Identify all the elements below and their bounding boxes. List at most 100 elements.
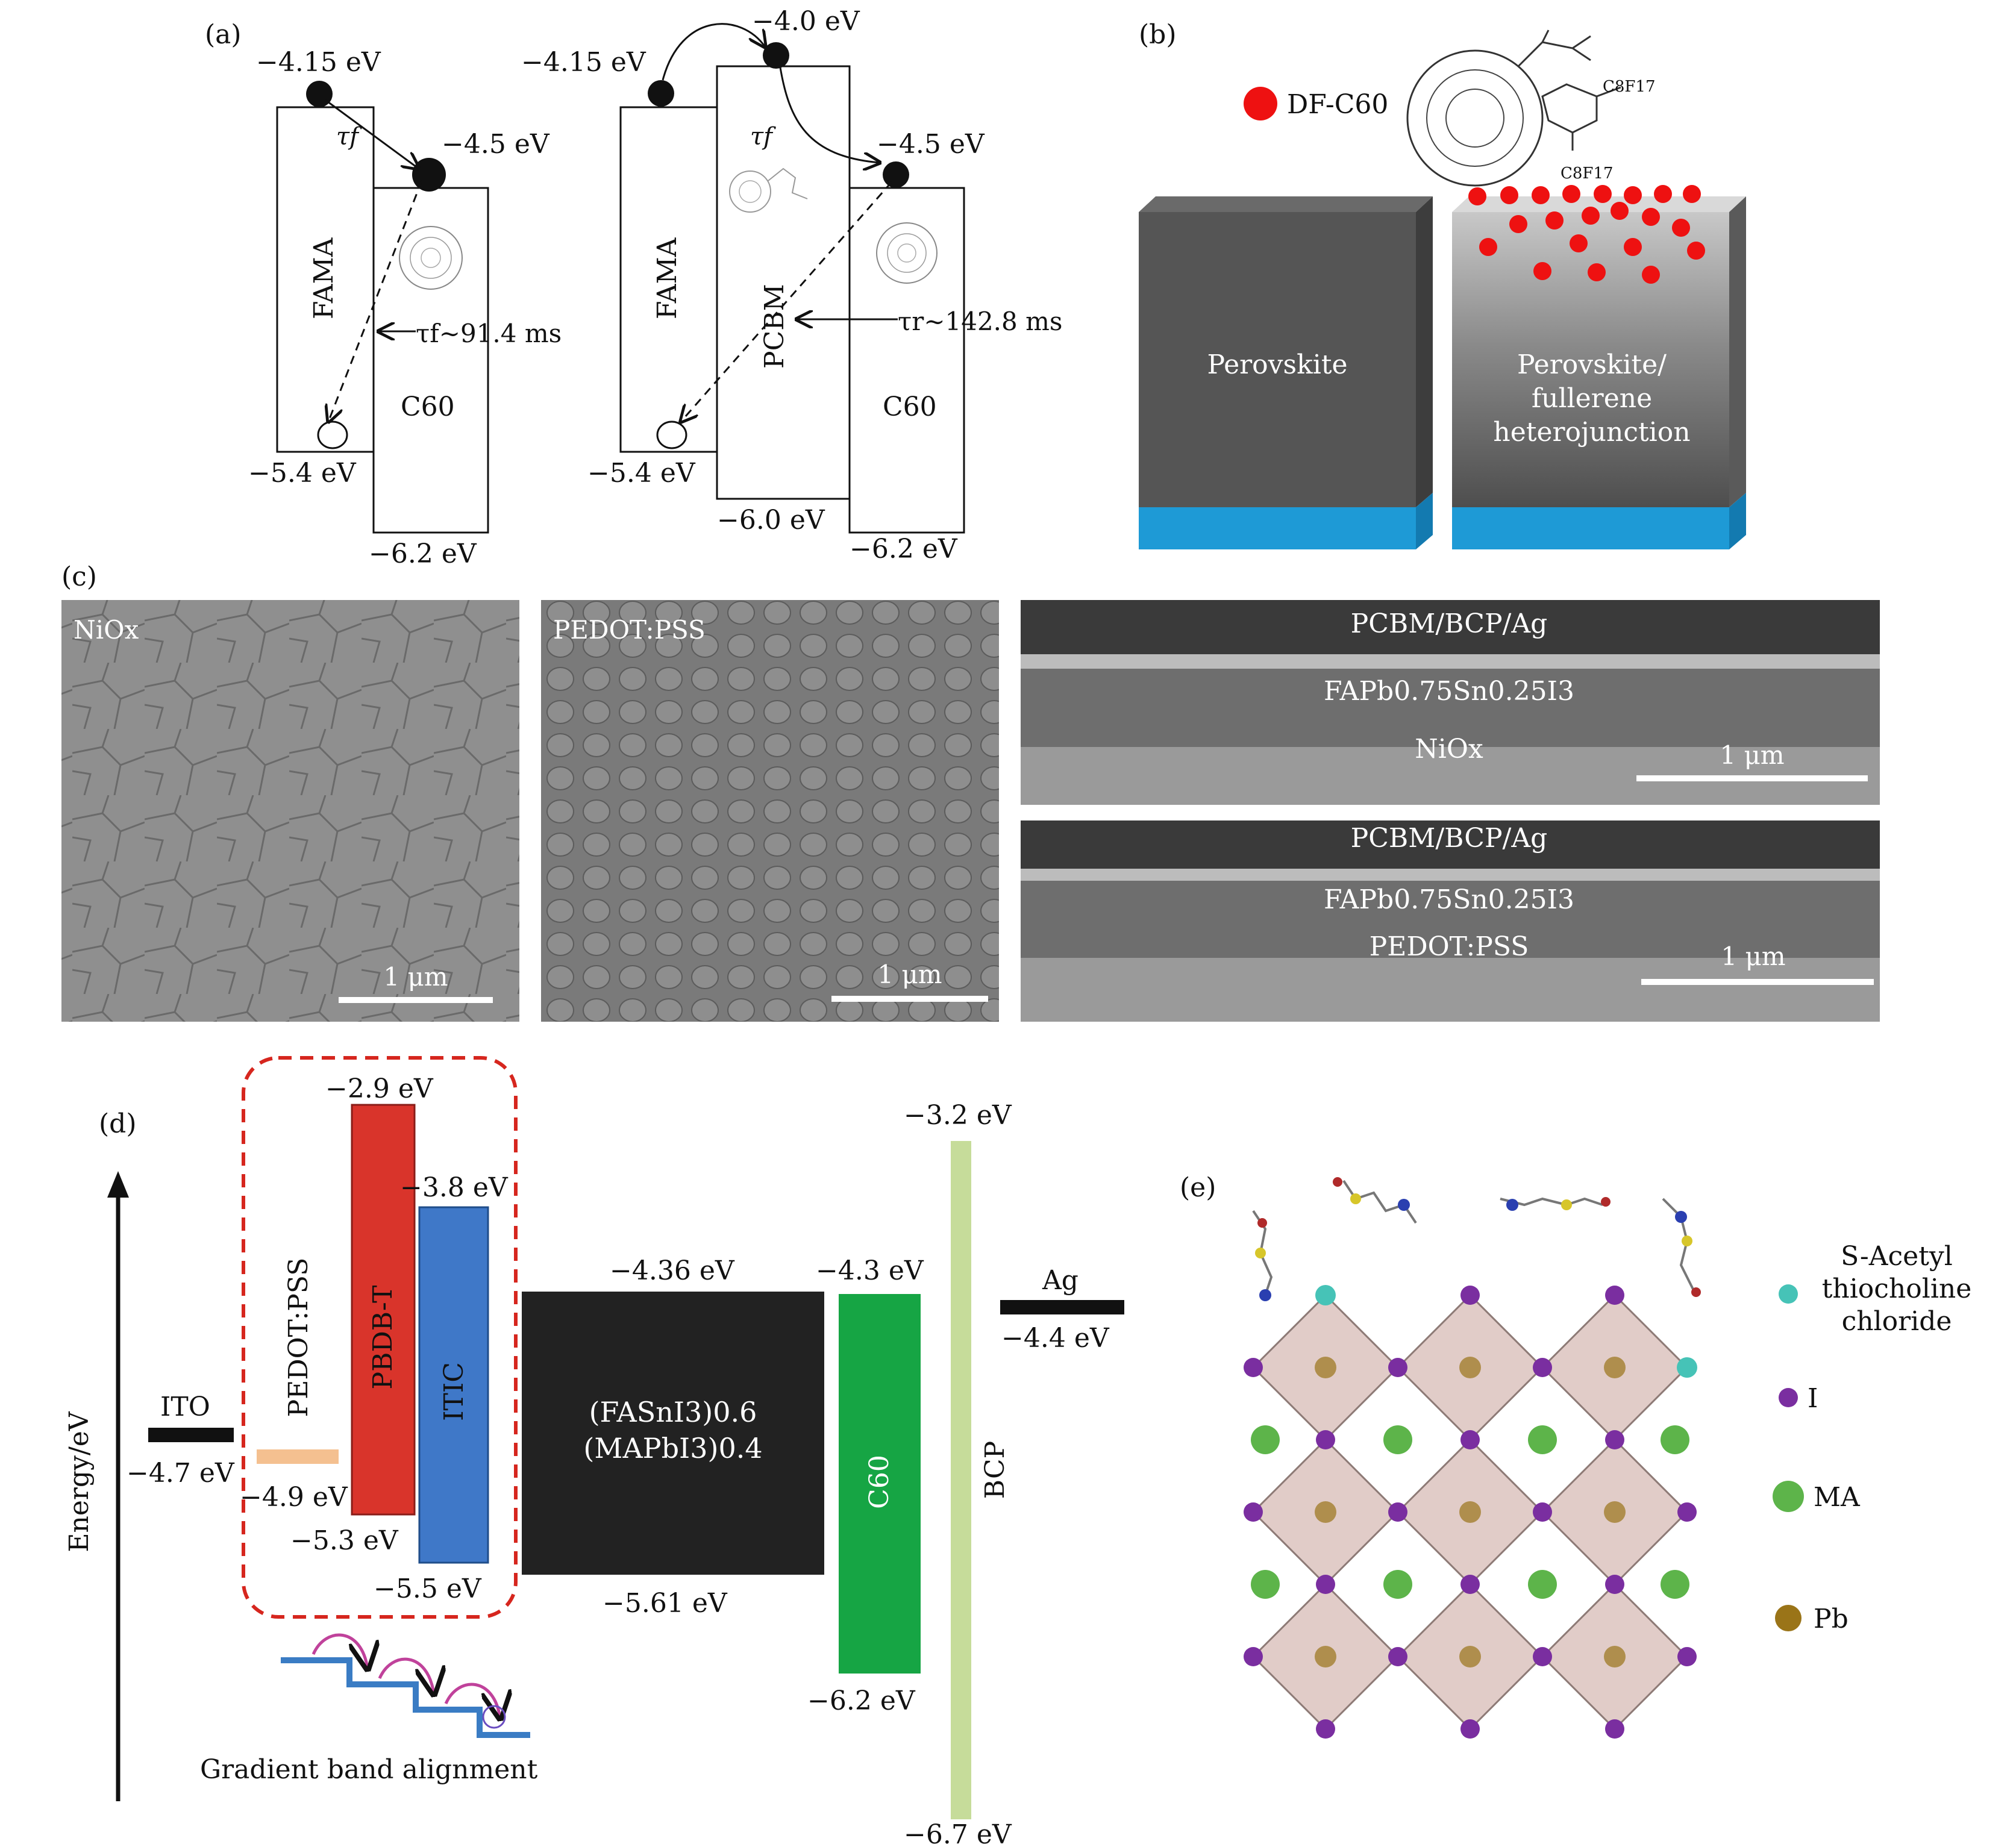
panel-b-label: (b) <box>1139 19 1177 50</box>
c60-box-right <box>848 187 965 534</box>
scale-label: 1 μm <box>1721 942 1785 971</box>
hole-circle <box>656 420 687 449</box>
pedot-level <box>257 1449 339 1464</box>
df-c60-dots <box>1468 185 1705 284</box>
legend-label: DF-C60 <box>1287 89 1388 120</box>
pcbm-label: PCBM <box>759 284 790 369</box>
panel-a-label: (a) <box>205 19 242 50</box>
perovskite-crystal-icon <box>1244 1285 1697 1739</box>
substrate-layer <box>1452 507 1729 549</box>
legend-dot <box>1244 87 1277 120</box>
perovskite-label: (MAPbI3)0.4 <box>583 1432 762 1464</box>
c60-label: C60 <box>883 392 937 422</box>
itic-bar <box>418 1206 489 1564</box>
energy-label: −5.4 eV <box>248 458 357 489</box>
tau-label: τf <box>750 123 776 151</box>
energy-label: −4.15 eV <box>521 47 646 78</box>
substrate-side <box>1729 493 1746 549</box>
pbdbt-label: PBDB-T <box>368 1285 398 1389</box>
panel-c-label: (c) <box>61 561 97 592</box>
block-label: Perovskite <box>1207 349 1347 380</box>
pcbm-molecule-icon <box>729 167 808 213</box>
panel-e: (e) <box>1180 1172 1971 1739</box>
electron-dot <box>763 42 789 69</box>
recombination-arrow <box>328 180 423 422</box>
block-side <box>1416 196 1433 507</box>
energy-label: −4.9 eV <box>240 1482 348 1513</box>
axis-arrow-icon <box>107 1171 129 1198</box>
cs-label: FAPb0.75Sn0.25I3 <box>1324 676 1574 707</box>
energy-label: −4.5 eV <box>877 129 985 160</box>
substrate-side <box>1416 493 1433 549</box>
c60-box-left <box>372 187 489 534</box>
legend-swatch <box>1779 1388 1798 1407</box>
staircase-icon <box>281 1633 530 1738</box>
dashed-highlight <box>242 1056 518 1619</box>
electron-dot <box>883 161 909 188</box>
energy-label: −2.9 eV <box>325 1074 434 1104</box>
cs-label: PCBM/BCP/Ag <box>1351 823 1548 854</box>
cs-label: PCBM/BCP/Ag <box>1351 608 1548 639</box>
fullerene-icon <box>399 226 463 290</box>
transfer-arrow <box>325 99 419 169</box>
legend-swatch <box>1773 1481 1804 1512</box>
legend-label: I <box>1808 1383 1818 1414</box>
cs-label: NiOx <box>1415 734 1483 764</box>
energy-label: −4.5 eV <box>442 129 550 160</box>
c60-label: C60 <box>401 392 455 422</box>
sem-label: PEDOT:PSS <box>553 615 706 645</box>
energy-label: −6.2 eV <box>369 539 477 569</box>
perovskite-label: (FASnI3)0.6 <box>589 1396 757 1428</box>
recombination-arrow <box>681 181 893 422</box>
panel-e-label: (e) <box>1180 1172 1216 1203</box>
energy-label: −5.4 eV <box>587 458 696 489</box>
ito-level <box>148 1428 234 1442</box>
block-label: Perovskite/ <box>1517 349 1667 380</box>
pbdbt-bar <box>351 1104 416 1516</box>
panel-d-label: (d) <box>99 1108 137 1139</box>
energy-label: −4.4 eV <box>1001 1323 1110 1354</box>
energy-label: −6.2 eV <box>807 1686 916 1716</box>
c60-bar <box>839 1294 921 1674</box>
energy-label: −5.5 eV <box>374 1574 482 1604</box>
electron-dot <box>412 158 446 192</box>
legend-swatch <box>1775 1605 1802 1631</box>
cs-label: FAPb0.75Sn0.25I3 <box>1324 884 1574 915</box>
bcp-label: BCP <box>980 1441 1010 1499</box>
substituent-label: C8F17 <box>1603 78 1656 96</box>
tau-label: τf <box>336 123 362 151</box>
block-top <box>1139 196 1433 212</box>
ligand-molecules-icon <box>1252 1177 1701 1301</box>
sem-image-pedot <box>541 600 999 1022</box>
ag-level <box>1000 1300 1124 1314</box>
substituent-label: C8F17 <box>1561 164 1614 183</box>
energy-label: −3.8 eV <box>400 1172 509 1203</box>
c60-label: C60 <box>864 1455 895 1509</box>
energy-label: −4.3 eV <box>816 1255 924 1286</box>
legend-swatch <box>1779 1284 1798 1304</box>
tau-label: τr∼142.8 ms <box>898 307 1062 336</box>
transfer-arrow <box>779 67 880 163</box>
block-side <box>1729 196 1746 507</box>
fullerene-icon <box>876 222 938 284</box>
panel-d: (d) Energy/eV ITO −4.7 eV PEDOT:PSS −4.9… <box>64 1056 1124 1844</box>
legend-label: S-Acetyl <box>1841 1241 1953 1272</box>
fama-label: FAMA <box>308 237 339 319</box>
energy-label: −3.2 eV <box>904 1100 1012 1131</box>
sem-label: NiOx <box>74 615 139 645</box>
panel-c: (c) NiOx 1 μm PEDOT:PSS 1 μm PCBM/BCP/Ag… <box>61 561 1880 1022</box>
scale-label: 1 μm <box>383 962 448 992</box>
transfer-arrow <box>662 23 765 81</box>
energy-label: −4.15 eV <box>256 47 381 78</box>
legend-label: Pb <box>1814 1604 1849 1634</box>
perovskite-block <box>1139 212 1416 507</box>
energy-label: −6.7 eV <box>904 1819 1012 1844</box>
tau-label: τf∼91.4 ms <box>416 319 562 348</box>
perovskite-bar <box>522 1292 824 1575</box>
heterojunction-block <box>1452 212 1729 507</box>
panel-b: (b) DF-C60 C8F17 C8F17 Perovskite <box>1139 19 1746 549</box>
legend-label: MA <box>1814 1482 1861 1513</box>
ito-label: ITO <box>160 1392 210 1422</box>
legend-label: chloride <box>1842 1306 1952 1337</box>
sem-image-niox <box>61 600 519 1022</box>
